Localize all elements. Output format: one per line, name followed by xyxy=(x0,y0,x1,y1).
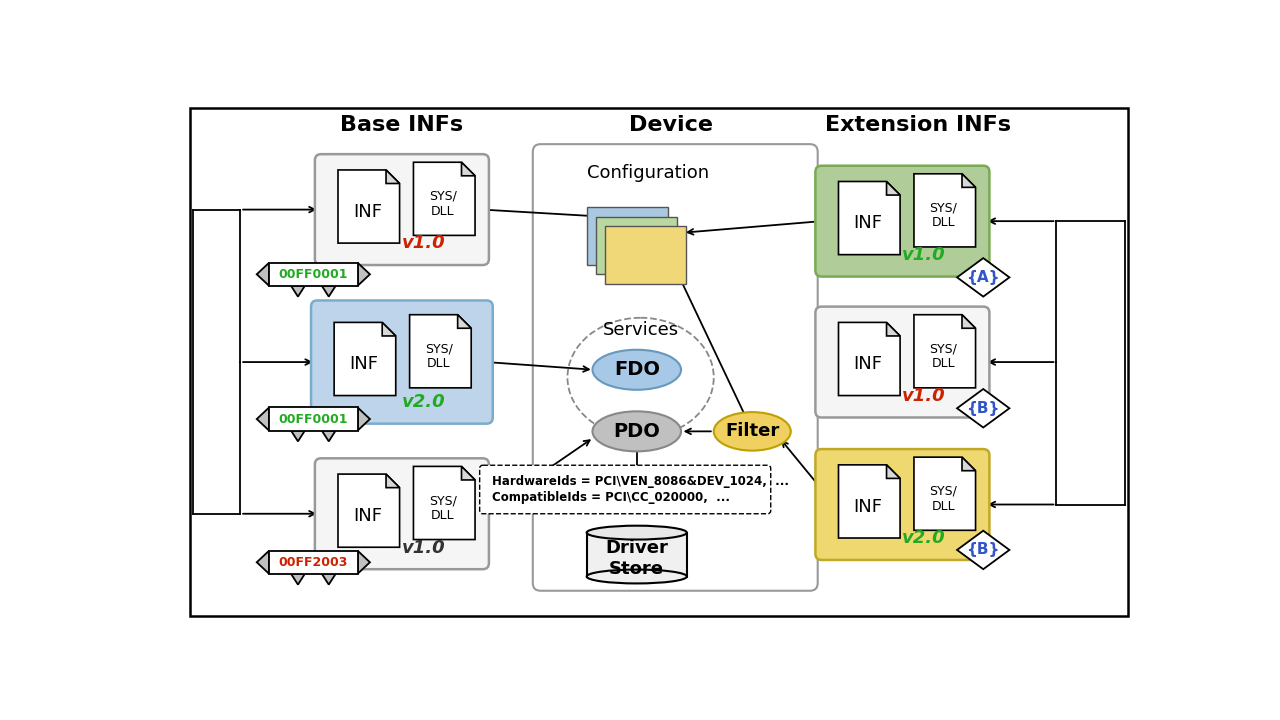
Polygon shape xyxy=(963,174,975,187)
Text: SYS/
DLL: SYS/ DLL xyxy=(425,343,453,370)
Text: HardwareIds = PCI\VEN_8086&DEV_1024,  ...: HardwareIds = PCI\VEN_8086&DEV_1024, ... xyxy=(492,475,788,488)
Polygon shape xyxy=(257,551,269,574)
Polygon shape xyxy=(838,465,900,538)
Polygon shape xyxy=(338,474,399,547)
Bar xyxy=(586,533,687,577)
Text: INF: INF xyxy=(349,355,378,373)
Text: Filter: Filter xyxy=(726,423,780,441)
FancyBboxPatch shape xyxy=(315,459,489,570)
Text: v2.0: v2.0 xyxy=(402,393,445,411)
Polygon shape xyxy=(963,457,975,471)
Text: SYS/
DLL: SYS/ DLL xyxy=(929,343,957,370)
Polygon shape xyxy=(413,162,475,235)
Polygon shape xyxy=(838,323,900,395)
Ellipse shape xyxy=(586,526,687,539)
FancyBboxPatch shape xyxy=(532,144,818,590)
Polygon shape xyxy=(321,431,335,441)
Text: INF: INF xyxy=(353,202,381,220)
Text: INF: INF xyxy=(854,214,882,232)
Ellipse shape xyxy=(593,411,681,451)
Polygon shape xyxy=(957,531,1010,570)
Text: {B}: {B} xyxy=(966,401,1000,415)
Text: v1.0: v1.0 xyxy=(402,235,445,253)
Polygon shape xyxy=(321,286,335,297)
Polygon shape xyxy=(357,408,370,431)
FancyBboxPatch shape xyxy=(815,307,989,418)
Text: INF: INF xyxy=(353,507,381,525)
Polygon shape xyxy=(957,389,1010,428)
Text: {A}: {A} xyxy=(966,270,1000,285)
Polygon shape xyxy=(887,181,900,195)
Polygon shape xyxy=(357,263,370,286)
Text: CompatibleIds = PCI\CC_020000,  ...: CompatibleIds = PCI\CC_020000, ... xyxy=(492,491,730,504)
Ellipse shape xyxy=(593,350,681,390)
Text: v1.0: v1.0 xyxy=(902,387,946,405)
FancyBboxPatch shape xyxy=(480,465,771,514)
Text: FDO: FDO xyxy=(613,360,659,379)
Polygon shape xyxy=(914,174,975,247)
Text: SYS/
DLL: SYS/ DLL xyxy=(429,190,457,218)
Text: {B}: {B} xyxy=(966,542,1000,557)
Polygon shape xyxy=(269,263,357,286)
Polygon shape xyxy=(257,263,269,286)
Polygon shape xyxy=(269,551,357,574)
Polygon shape xyxy=(387,170,399,184)
Polygon shape xyxy=(291,431,305,441)
Polygon shape xyxy=(462,162,475,176)
FancyBboxPatch shape xyxy=(815,166,989,276)
FancyBboxPatch shape xyxy=(596,217,677,274)
Polygon shape xyxy=(383,323,396,336)
Text: v2.0: v2.0 xyxy=(902,529,946,547)
FancyBboxPatch shape xyxy=(605,226,686,284)
Text: 00FF0001: 00FF0001 xyxy=(279,413,348,426)
Polygon shape xyxy=(887,323,900,336)
Polygon shape xyxy=(462,467,475,480)
Polygon shape xyxy=(963,315,975,328)
Text: 00FF2003: 00FF2003 xyxy=(279,556,348,569)
Polygon shape xyxy=(914,457,975,531)
Text: Driver
Store: Driver Store xyxy=(605,539,668,578)
Text: Services: Services xyxy=(603,320,678,338)
Polygon shape xyxy=(387,474,399,487)
Text: v1.0: v1.0 xyxy=(902,246,946,264)
Polygon shape xyxy=(334,323,396,395)
FancyBboxPatch shape xyxy=(586,207,668,265)
Text: v1.0: v1.0 xyxy=(402,539,445,557)
Text: INF: INF xyxy=(854,355,882,373)
Polygon shape xyxy=(914,315,975,388)
Ellipse shape xyxy=(586,570,687,583)
Polygon shape xyxy=(357,551,370,574)
FancyBboxPatch shape xyxy=(311,300,493,423)
Text: SYS/
DLL: SYS/ DLL xyxy=(929,485,957,513)
Polygon shape xyxy=(410,315,471,388)
Text: SYS/
DLL: SYS/ DLL xyxy=(929,202,957,230)
Text: Configuration: Configuration xyxy=(588,164,709,182)
Polygon shape xyxy=(291,574,305,585)
Polygon shape xyxy=(269,408,357,431)
Text: SYS/
DLL: SYS/ DLL xyxy=(429,494,457,522)
Polygon shape xyxy=(838,181,900,255)
Text: Device: Device xyxy=(630,115,713,135)
Text: INF: INF xyxy=(854,498,882,516)
Polygon shape xyxy=(413,467,475,539)
Polygon shape xyxy=(338,170,399,243)
Polygon shape xyxy=(291,286,305,297)
Polygon shape xyxy=(957,258,1010,297)
Polygon shape xyxy=(257,408,269,431)
Text: 00FF0001: 00FF0001 xyxy=(279,268,348,281)
Text: Base INFs: Base INFs xyxy=(340,115,463,135)
FancyBboxPatch shape xyxy=(315,154,489,265)
Polygon shape xyxy=(887,465,900,478)
Polygon shape xyxy=(321,574,335,585)
Text: PDO: PDO xyxy=(613,422,660,441)
FancyBboxPatch shape xyxy=(815,449,989,560)
Polygon shape xyxy=(458,315,471,328)
Ellipse shape xyxy=(714,412,791,451)
Text: Extension INFs: Extension INFs xyxy=(824,115,1011,135)
